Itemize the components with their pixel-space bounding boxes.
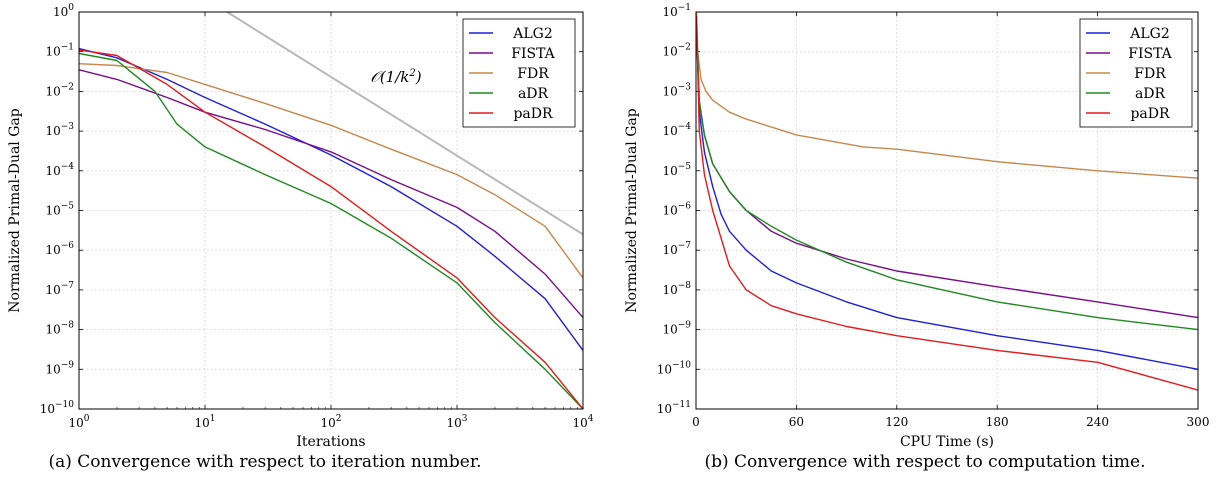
plot-frame xyxy=(78,11,584,410)
series-line-alg2 xyxy=(696,23,1198,370)
y-tick-label: 10−2 xyxy=(45,82,74,98)
legend-label-alg2: ALG2 xyxy=(512,26,553,42)
y-tick-label: 10−9 xyxy=(662,321,691,337)
legend: ALG2 FISTA FDR aDR paDR xyxy=(1079,18,1193,128)
reference-annotation: 𝒪(1/k2) xyxy=(370,68,421,86)
series-line-padr xyxy=(79,49,583,409)
y-tick-label: 10−8 xyxy=(662,281,691,297)
y-tick-label: 10−3 xyxy=(662,82,691,98)
y-axis-label: Normalized Primal-Dual Gap xyxy=(7,108,23,312)
series-group xyxy=(696,12,1198,391)
y-tick-label: 10−1 xyxy=(45,43,74,59)
y-tick-label: 10−6 xyxy=(45,241,74,257)
x-tick-label: 60 xyxy=(789,415,804,429)
legend-label-fista: FISTA xyxy=(1128,46,1172,62)
x-tick-label: 0 xyxy=(692,415,700,429)
y-tick-label: 10−1 xyxy=(662,3,691,19)
chart-b: 10−1 10−2 10−3 10−4 10−5 10−6 10−7 10−8 10−9 10−1… xyxy=(624,3,1209,450)
caption-a: (a) Convergence with respect to iteratio… xyxy=(49,452,482,472)
chart-a: 100 10−1 10−2 10−3 10−4 10−5 10−6 10−7 10−8 10−9 1… xyxy=(7,3,594,450)
series-group xyxy=(79,47,583,409)
x-axis-label: CPU Time (s) xyxy=(900,434,994,450)
legend: ALG2 FISTA FDR aDR paDR xyxy=(462,18,576,128)
series-line-fdr xyxy=(696,12,1198,179)
legend-label-adr: aDR xyxy=(1135,86,1166,102)
series-line-adr xyxy=(79,52,583,409)
legend-label-adr: aDR xyxy=(518,86,549,102)
x-tick-label: 104 xyxy=(572,414,593,430)
plot-frame xyxy=(695,11,1199,410)
y-tick-label: 10−7 xyxy=(45,281,74,297)
legend-label-padr: paDR xyxy=(1130,106,1170,122)
series-line-padr xyxy=(696,15,1198,391)
y-tick-label: 10−10 xyxy=(40,400,75,416)
legend-label-alg2: ALG2 xyxy=(1129,26,1170,42)
y-tick-label: 10−6 xyxy=(662,202,691,218)
x-tick-label: 300 xyxy=(1187,415,1210,429)
y-tick-label: 10−4 xyxy=(662,122,691,138)
legend-label-fdr: FDR xyxy=(517,66,549,82)
series-line-fista xyxy=(79,69,583,319)
x-tick-label: 101 xyxy=(194,414,215,430)
x-tick-label: 180 xyxy=(986,415,1009,429)
y-tick-label: 10−3 xyxy=(45,122,74,138)
y-tick-label: 10−9 xyxy=(45,360,74,376)
y-tick-label: 10−10 xyxy=(657,360,692,376)
y-tick-label: 100 xyxy=(53,3,74,19)
x-tick-label: 102 xyxy=(320,414,341,430)
y-tick-label: 10−4 xyxy=(45,162,74,178)
y-tick-label: 10−8 xyxy=(45,321,74,337)
y-tick-label: 10−5 xyxy=(45,202,74,218)
x-tick-label: 120 xyxy=(885,415,908,429)
reference-line xyxy=(226,11,584,236)
y-tick-label: 10−5 xyxy=(662,162,691,178)
y-axis-label: Normalized Primal-Dual Gap xyxy=(624,108,640,312)
legend-label-padr: paDR xyxy=(513,106,553,122)
x-tick-label: 240 xyxy=(1086,415,1109,429)
series-line-fdr xyxy=(79,63,583,279)
legend-label-fista: FISTA xyxy=(511,46,555,62)
x-axis-label: Iterations xyxy=(296,434,365,450)
caption-b: (b) Convergence with respect to computat… xyxy=(704,452,1145,472)
y-tick-label: 10−2 xyxy=(662,43,691,59)
series-line-alg2 xyxy=(79,47,583,351)
x-tick-label: 100 xyxy=(68,414,89,430)
legend-label-fdr: FDR xyxy=(1134,66,1166,82)
y-tick-label: 10−7 xyxy=(662,241,691,257)
x-tick-label: 103 xyxy=(446,414,467,430)
y-tick-label: 10−11 xyxy=(657,400,691,416)
series-line-adr xyxy=(696,23,1198,331)
